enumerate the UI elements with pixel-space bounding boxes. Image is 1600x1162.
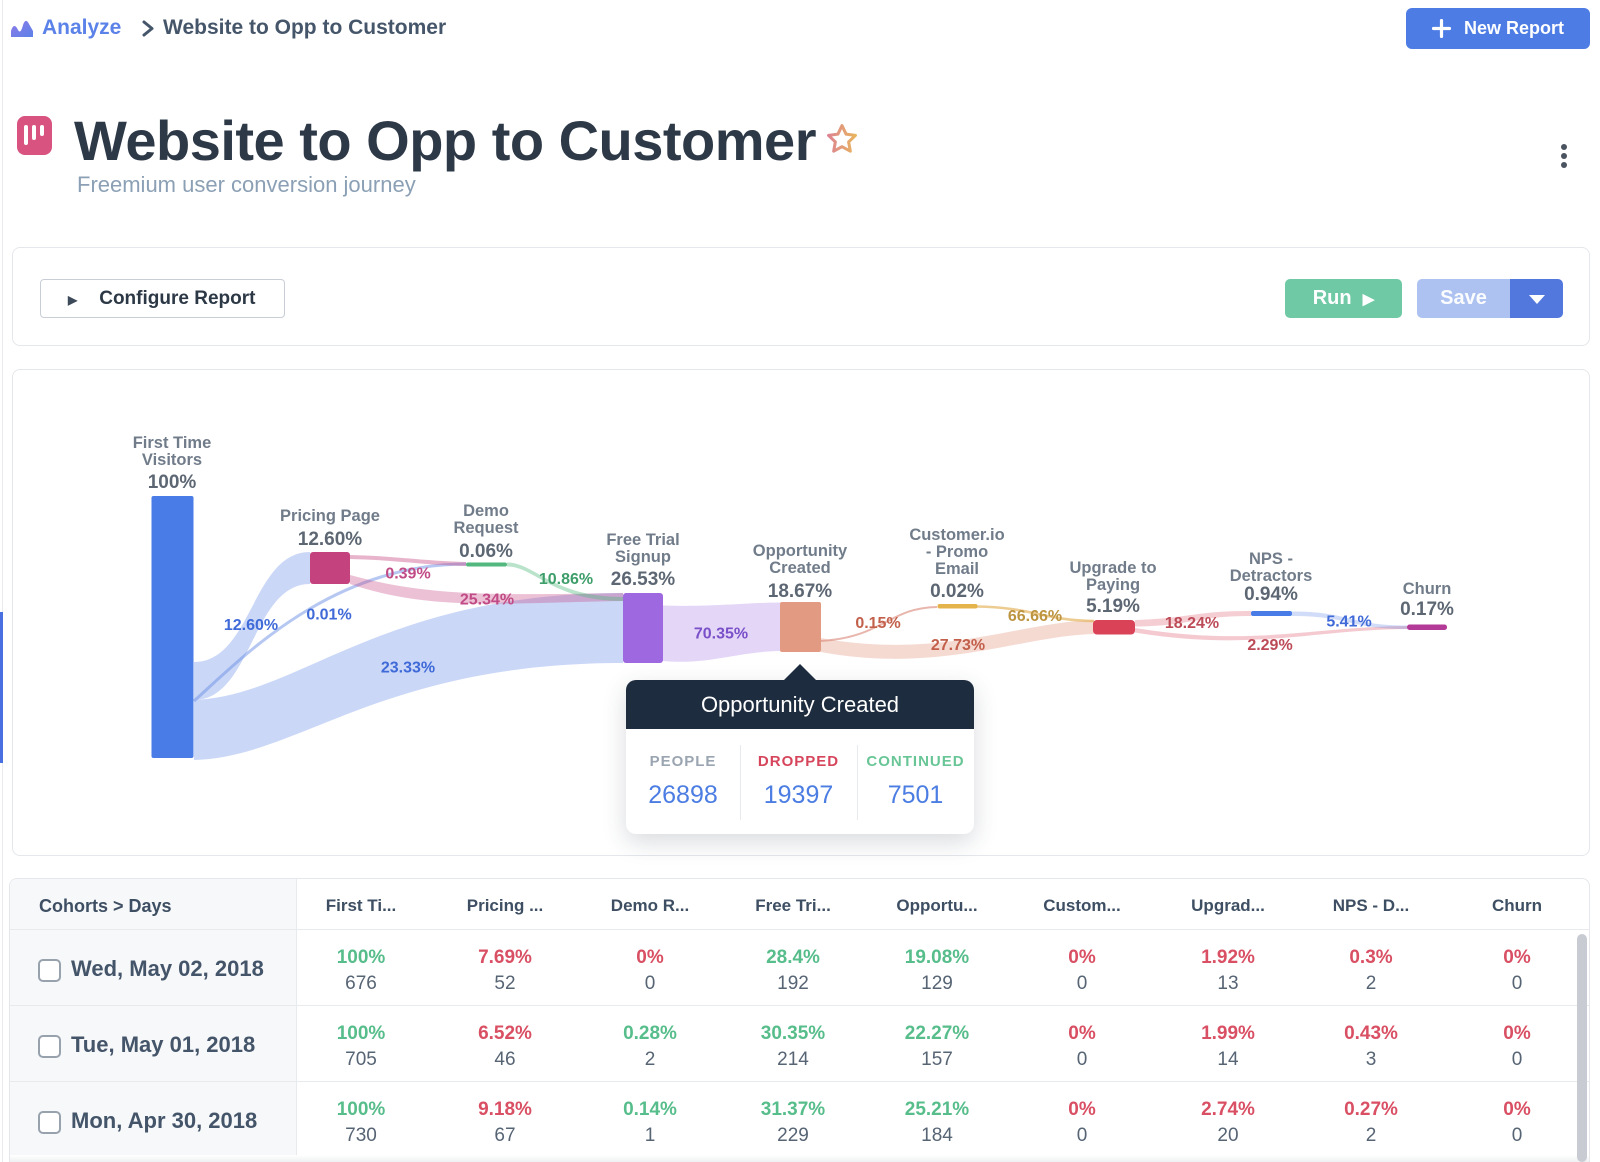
svg-text:0.15%: 0.15% <box>855 615 900 632</box>
svg-text:25.34%: 25.34% <box>460 592 514 609</box>
svg-text:5.19%: 5.19% <box>1086 596 1140 617</box>
svg-text:Opportunity: Opportunity <box>753 542 848 560</box>
svg-text:Signup: Signup <box>615 548 671 566</box>
svg-text:66.66%: 66.66% <box>1008 608 1062 625</box>
svg-text:Free Trial: Free Trial <box>606 531 679 549</box>
svg-text:- Promo: - Promo <box>926 543 988 561</box>
svg-text:0.17%: 0.17% <box>1400 599 1454 620</box>
svg-text:First Time: First Time <box>133 434 212 452</box>
svg-text:27.73%: 27.73% <box>931 637 985 654</box>
svg-text:0.39%: 0.39% <box>385 566 430 583</box>
svg-text:Upgrade to: Upgrade to <box>1069 559 1156 577</box>
svg-text:Paying: Paying <box>1086 576 1140 594</box>
svg-text:Demo: Demo <box>463 502 509 520</box>
svg-text:Visitors: Visitors <box>142 451 202 469</box>
svg-text:0.94%: 0.94% <box>1244 584 1298 605</box>
svg-text:26.53%: 26.53% <box>611 569 676 590</box>
svg-text:0.06%: 0.06% <box>459 541 513 562</box>
svg-text:0.02%: 0.02% <box>930 581 984 602</box>
svg-text:Request: Request <box>453 519 519 537</box>
svg-text:18.67%: 18.67% <box>768 581 833 602</box>
svg-text:100%: 100% <box>148 472 197 493</box>
svg-text:2.29%: 2.29% <box>1247 637 1292 654</box>
svg-text:5.41%: 5.41% <box>1326 614 1371 631</box>
svg-text:18.24%: 18.24% <box>1165 615 1219 632</box>
svg-text:12.60%: 12.60% <box>298 529 363 550</box>
svg-text:70.35%: 70.35% <box>694 626 748 643</box>
svg-text:Churn: Churn <box>1403 580 1452 598</box>
svg-text:Detractors: Detractors <box>1230 567 1313 585</box>
svg-text:Pricing Page: Pricing Page <box>280 507 380 525</box>
svg-text:12.60%: 12.60% <box>224 617 278 634</box>
svg-text:Email: Email <box>935 560 979 578</box>
svg-text:10.86%: 10.86% <box>539 571 593 588</box>
svg-text:23.33%: 23.33% <box>381 660 435 677</box>
svg-text:Created: Created <box>769 559 830 577</box>
svg-text:Customer.io: Customer.io <box>909 526 1004 544</box>
svg-text:0.01%: 0.01% <box>306 607 351 624</box>
svg-text:NPS -: NPS - <box>1249 550 1293 568</box>
